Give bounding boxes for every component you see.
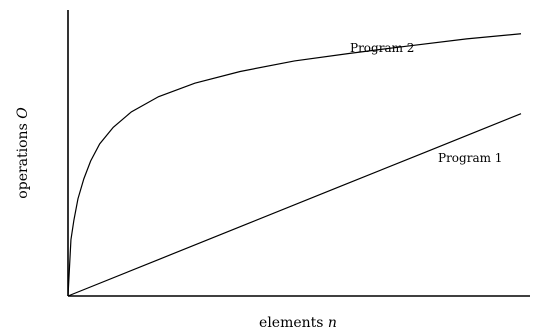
x-axis-label: elements n: [259, 315, 337, 331]
y-axis-label-prefix: operations: [15, 123, 31, 198]
x-axis-label-prefix: elements: [259, 315, 323, 331]
series-label-program-1: Program 1: [438, 151, 502, 165]
series-line-program-2: [67, 33, 522, 297]
x-axis-label-variable: n: [328, 315, 337, 331]
y-axis-label: operations O: [15, 107, 31, 199]
y-axis-label-variable: O: [15, 107, 31, 119]
plot-area: Program 1 Program 2: [67, 10, 530, 297]
series-line-program-1: [67, 113, 522, 297]
series-label-program-2: Program 2: [350, 41, 414, 55]
